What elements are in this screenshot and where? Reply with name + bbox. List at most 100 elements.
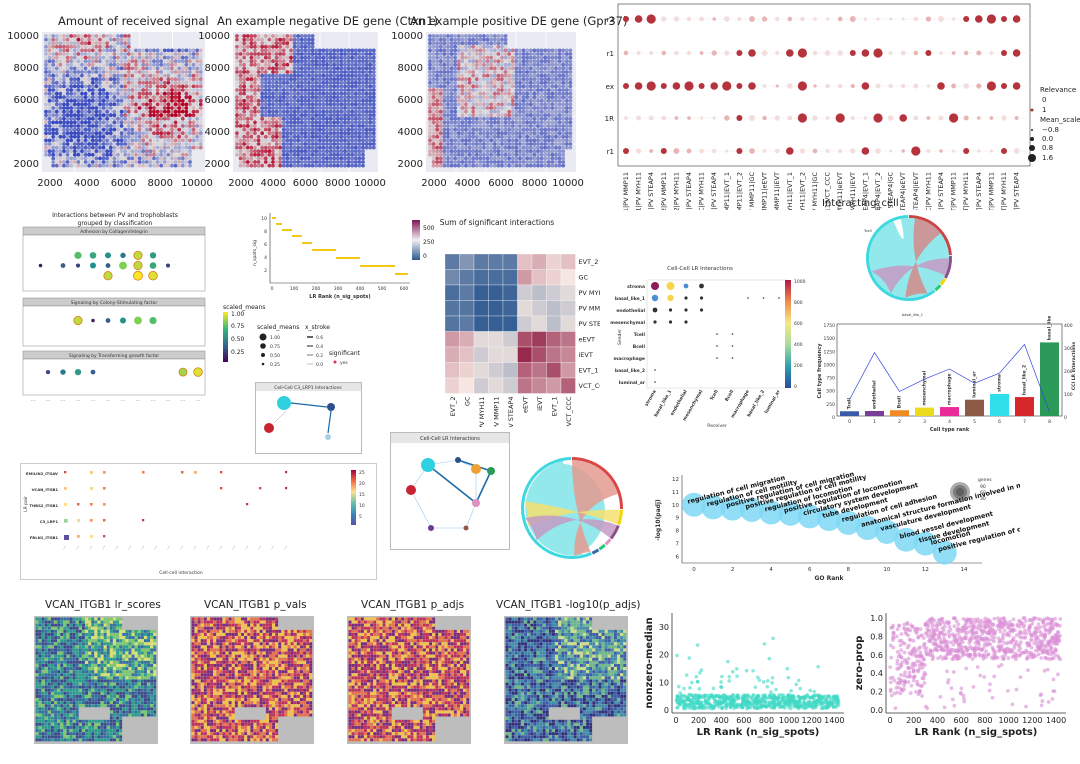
spot [116, 95, 120, 99]
heatmap-cell [547, 254, 562, 270]
spot [468, 146, 472, 150]
spot [300, 77, 304, 81]
spot [235, 70, 239, 74]
spot [181, 63, 185, 67]
heatmap-cell [445, 316, 460, 332]
dot [899, 114, 907, 122]
spot [134, 85, 138, 89]
spot [293, 146, 297, 150]
spot [361, 142, 365, 146]
spot [141, 157, 145, 161]
spot [525, 124, 529, 128]
spot [271, 38, 275, 42]
spot [138, 103, 142, 107]
spot [80, 110, 84, 114]
spot [329, 149, 333, 153]
spot [102, 142, 106, 146]
spot [504, 81, 508, 85]
spot [329, 56, 333, 60]
y-tick-label: 11 [672, 490, 679, 496]
spot [479, 85, 483, 89]
spot [131, 77, 135, 81]
spot [504, 124, 508, 128]
column-label: … [87, 545, 94, 551]
spot [80, 160, 84, 164]
spot [239, 56, 243, 60]
spot [257, 38, 261, 42]
spot [159, 160, 163, 164]
spot [358, 160, 362, 164]
spot [311, 160, 315, 164]
spot [432, 70, 436, 74]
spot [80, 149, 84, 153]
spot [149, 95, 153, 99]
x-tick-label: 0 [692, 567, 696, 573]
spot [547, 103, 551, 107]
spot [188, 121, 192, 125]
spot [318, 59, 322, 63]
y-tick-label: 1250 [824, 349, 836, 355]
spot [468, 92, 472, 96]
spot [565, 49, 569, 53]
spot [159, 59, 163, 63]
spot [113, 139, 117, 143]
dot [64, 519, 68, 523]
spot [141, 49, 145, 53]
spot [185, 146, 189, 150]
spot [181, 56, 185, 60]
spot [471, 49, 475, 53]
spot [123, 160, 127, 164]
spot [242, 160, 246, 164]
spot [486, 117, 490, 121]
spot [260, 113, 264, 117]
dot [684, 284, 689, 289]
spot [174, 113, 178, 117]
spot [181, 81, 185, 85]
spot [529, 160, 533, 164]
spot [428, 99, 432, 103]
spot [468, 41, 472, 45]
spot [307, 103, 311, 107]
y-tick-label: 12 [672, 477, 679, 483]
spot [372, 142, 376, 146]
spot [461, 103, 465, 107]
spot [138, 70, 142, 74]
dot [662, 51, 667, 56]
spot [482, 131, 486, 135]
spot [73, 106, 77, 110]
spot [84, 52, 88, 56]
spot [123, 99, 127, 103]
spot [500, 85, 504, 89]
spot [268, 74, 272, 78]
spot [554, 103, 558, 107]
spot [443, 49, 447, 53]
spot [311, 146, 315, 150]
dot [716, 357, 718, 359]
column-label: … [61, 545, 68, 551]
spot [113, 135, 117, 139]
spot [264, 38, 268, 42]
spot [507, 77, 511, 81]
spot [543, 56, 547, 60]
spot [185, 63, 189, 67]
spot [105, 81, 109, 85]
spot [113, 63, 117, 67]
spot [325, 52, 329, 56]
spot [44, 88, 48, 92]
legend-size-0: −0.8 [1042, 126, 1059, 134]
spot [464, 121, 468, 125]
spot [304, 67, 308, 71]
spot [322, 85, 326, 89]
spot [73, 135, 77, 139]
spot [271, 41, 275, 45]
spot [91, 92, 95, 96]
spot [109, 52, 113, 56]
spot [51, 85, 55, 89]
spot [62, 81, 66, 85]
spot [278, 117, 282, 121]
column-label: EVT_1 [551, 397, 559, 417]
spot [314, 121, 318, 125]
spot [188, 49, 192, 53]
dot [825, 84, 830, 89]
spot [432, 113, 436, 117]
